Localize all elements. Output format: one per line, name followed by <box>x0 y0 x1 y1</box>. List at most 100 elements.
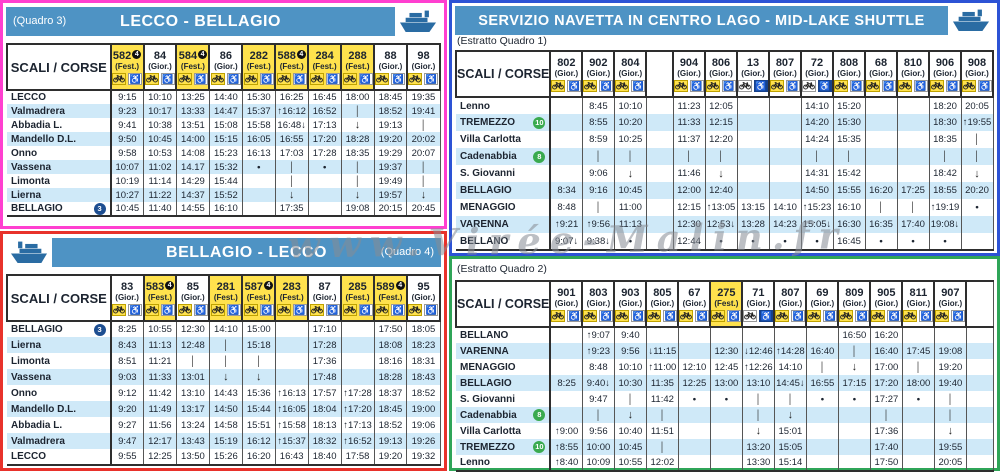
panel-quadro4-bellagio-lecco: BELLAGIO - LECCO (Quadro 4) SCALI / CORS… <box>0 231 447 471</box>
time-cell: 17:28 <box>307 146 342 160</box>
time-cell: 11:56 <box>143 417 177 433</box>
time-cell: │ <box>208 353 243 369</box>
time-cell: 11:14 <box>143 174 177 188</box>
time-cell: 16:20 <box>869 327 903 343</box>
column-header-906: 906 (Gior.) ♿ <box>928 50 962 98</box>
bicycle-icon <box>145 72 159 85</box>
time-cell: 9:15 <box>110 90 145 104</box>
wheelchair-icon: ♿ <box>599 79 613 92</box>
time-cell: 9:38↓ <box>581 233 615 250</box>
wheelchair-icon: ♿ <box>951 309 965 322</box>
time-cell <box>645 327 679 343</box>
column-header-87: 87 (Gior.) ♿ <box>307 274 343 322</box>
time-cell: 11:42 <box>143 385 177 401</box>
station-cell: Valmadrera <box>7 104 112 118</box>
time-cell: ↑8:55 <box>549 439 583 455</box>
time-cell <box>645 148 674 165</box>
column-header-88: 88 (Gior.) ♿ <box>373 43 408 91</box>
time-cell: 19:08 <box>340 202 375 216</box>
time-cell: │ <box>864 199 898 216</box>
time-cell <box>274 337 309 353</box>
time-cell <box>307 188 342 202</box>
time-cell: 13:30 <box>741 455 775 471</box>
bicycle-icon <box>867 79 880 92</box>
time-cell <box>864 114 898 131</box>
column-header-905: 905 (Gior.) ♿ <box>869 280 904 328</box>
time-cell: 12:25 <box>143 449 177 465</box>
table-row: Limonta 8:51 11:21 │ │ │ 17:36 18:16 18:31 <box>7 353 441 369</box>
time-cell: │ <box>581 199 615 216</box>
wheelchair-icon: ♿ <box>791 309 805 322</box>
time-cell: 14:31 <box>800 165 834 182</box>
time-cell: 18:31 <box>406 353 441 369</box>
time-cell <box>645 199 674 216</box>
table-row: Mandello D.L. 9:20 11:49 13:17 14:50 15:44 ↑16… <box>7 401 441 417</box>
time-cell <box>896 114 930 131</box>
time-cell: 17:36 <box>869 423 903 439</box>
time-cell: 18:52 <box>373 417 408 433</box>
station-badge: 3 <box>93 202 106 215</box>
time-cell: 19:49 <box>373 174 408 188</box>
time-cell: 10:10 <box>613 359 647 375</box>
time-cell: 18:13 <box>307 417 342 433</box>
time-cell: • <box>901 391 935 407</box>
time-cell: 16:40 <box>805 343 839 359</box>
time-cell <box>549 131 583 148</box>
station-cell: S. Giovanni <box>456 165 552 182</box>
column-header-902: 902 (Gior.) ♿ <box>581 50 616 98</box>
column-header-808: 808 (Gior.) ♿ <box>832 50 866 98</box>
time-cell: 18:40 <box>307 449 342 465</box>
column-header-810: 810 (Gior.) ♿ <box>896 50 930 98</box>
time-cell: 9:20 <box>110 401 145 417</box>
time-cell: 16:20 <box>864 182 898 199</box>
time-cell: 15:08 <box>208 118 243 132</box>
time-cell: • <box>805 391 839 407</box>
time-cell: 18:35 <box>340 146 375 160</box>
time-cell <box>340 353 375 369</box>
time-cell: ↑15:37 <box>274 433 309 449</box>
time-cell: 18:30 <box>928 114 962 131</box>
time-cell <box>645 131 674 148</box>
time-cell: │ <box>960 131 994 148</box>
time-cell: 13:10 <box>175 385 210 401</box>
time-cell: 14:20 <box>800 114 834 131</box>
empty-column-header <box>965 281 995 328</box>
station-cell: MENAGGIO <box>456 359 552 375</box>
time-cell: 15:58 <box>241 118 276 132</box>
time-cell: 16:45 <box>307 90 342 104</box>
time-cell: 17:48 <box>307 369 342 385</box>
time-cell: 19:41 <box>406 104 441 118</box>
time-cell: 10:45 <box>110 202 145 216</box>
time-cell: 11:22 <box>143 188 177 202</box>
time-cell: │ <box>274 160 309 174</box>
time-cell <box>709 407 743 423</box>
time-cell: 19:20 <box>933 359 967 375</box>
time-cell: • <box>960 199 994 216</box>
time-cell: ↑19:19 <box>928 199 962 216</box>
station-cell: Vassena <box>7 369 112 385</box>
bicycle-icon <box>904 309 918 322</box>
time-cell: 18:52 <box>406 385 441 401</box>
time-cell: 17:36 <box>307 353 342 369</box>
time-cell <box>709 439 743 455</box>
time-cell: 13:51 <box>175 118 210 132</box>
time-cell: 11:37 <box>672 131 706 148</box>
bicycle-icon <box>739 79 752 92</box>
time-cell: 18:55 <box>928 182 962 199</box>
time-cell: 12:40 <box>704 182 738 199</box>
column-header-811: 811 (Gior.) ♿ <box>901 280 936 328</box>
wheelchair-icon: ♿ <box>567 309 581 322</box>
time-cell: 20:02 <box>406 132 441 146</box>
time-cell <box>805 327 839 343</box>
time-cell: 12:17 <box>143 433 177 449</box>
time-cell: 13:17 <box>175 401 210 417</box>
time-cell: 11:33 <box>672 114 706 131</box>
time-cell: 12:02 <box>645 455 679 471</box>
wheelchair-icon: ♿ <box>391 303 405 316</box>
bicycle-icon <box>744 309 758 322</box>
time-cell: ↑17:13 <box>340 417 375 433</box>
station-cell: Onno <box>7 146 112 160</box>
time-cell: 10:45 <box>613 182 647 199</box>
time-cell <box>645 114 674 131</box>
time-cell: • <box>768 233 802 250</box>
